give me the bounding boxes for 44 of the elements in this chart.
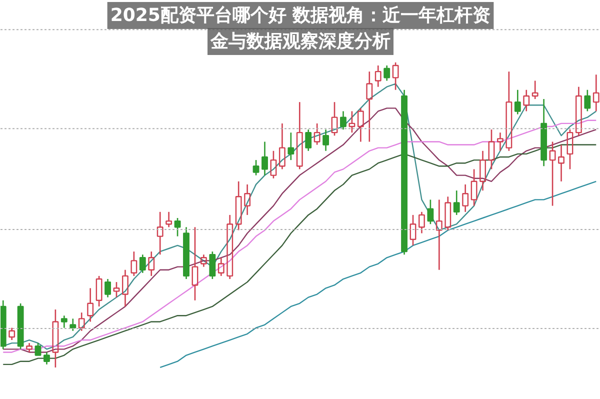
candlestick	[523, 89, 530, 112]
candlestick	[0, 300, 6, 350]
candlestick	[122, 269, 128, 308]
candlestick	[480, 150, 486, 192]
candlestick	[52, 308, 59, 368]
candlestick	[558, 144, 564, 182]
candlestick	[322, 128, 330, 152]
candlestick	[183, 226, 190, 280]
candlestick	[200, 254, 207, 268]
candlestick	[444, 196, 452, 231]
candlestick	[104, 278, 111, 298]
candlestick	[418, 211, 425, 234]
candlestick	[8, 327, 16, 341]
candlestick	[436, 199, 442, 271]
candlestick	[148, 250, 155, 277]
candlestick	[218, 257, 224, 277]
candlestick	[262, 141, 268, 176]
candlestick	[156, 211, 164, 256]
candlestick	[592, 74, 600, 112]
candlestick	[366, 70, 373, 142]
candlestick	[166, 211, 172, 228]
candlestick	[374, 64, 382, 88]
candlestick	[226, 214, 234, 280]
candlestick	[488, 128, 495, 170]
candlestick	[44, 352, 50, 366]
candlestick	[496, 132, 504, 152]
candlestick	[139, 254, 146, 274]
candlestick	[305, 128, 312, 152]
candlestick	[514, 89, 521, 115]
candlestick	[540, 98, 548, 167]
candlestick	[296, 101, 303, 170]
candlestick	[244, 184, 251, 216]
candlestick	[278, 122, 286, 170]
candlestick	[549, 141, 556, 206]
candlestick	[401, 89, 408, 256]
chart-title: 2025配资平台哪个好 数据视角：近一年杠杆资金与数据观察深度分析	[110, 5, 491, 52]
candlestick	[192, 226, 198, 302]
candlestick	[453, 190, 460, 216]
candlestick	[340, 110, 346, 130]
candlestick	[357, 108, 364, 142]
candlestick	[575, 86, 582, 136]
candlestick	[462, 184, 469, 213]
candlestick	[60, 314, 68, 328]
candlestick	[87, 288, 94, 322]
